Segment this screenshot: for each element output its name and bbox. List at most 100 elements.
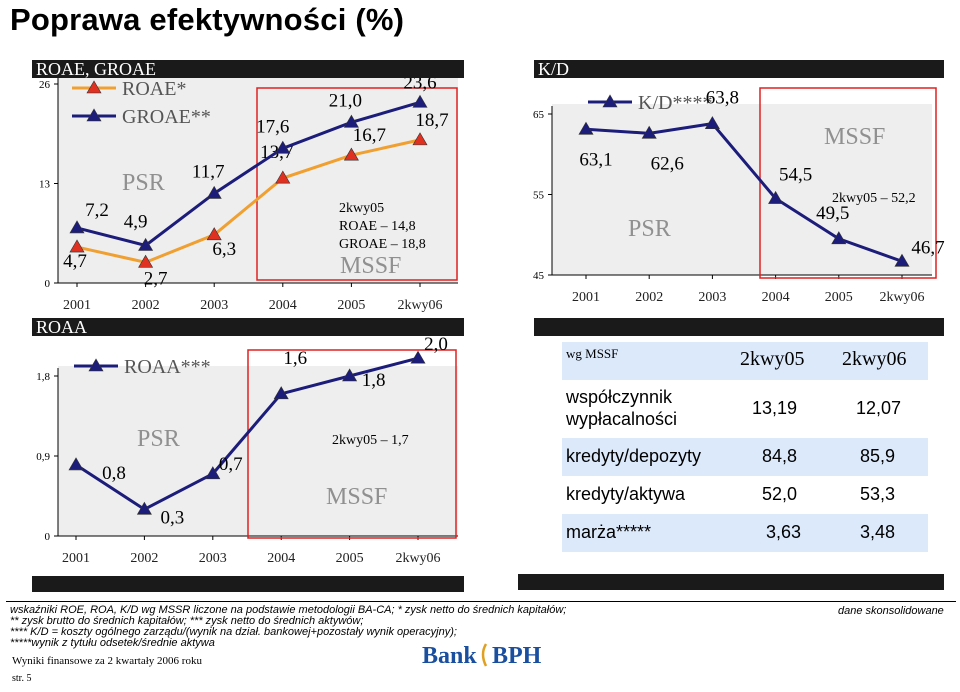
legend-marker [86,108,102,122]
mssf-label: MSSF [824,124,885,150]
data-point [206,227,222,241]
x-tick-label: 2005 [336,551,364,566]
series-line [585,122,903,263]
legend-marker [86,80,102,94]
data-label: 7,2 [85,200,109,221]
data-label: 1,8 [362,370,386,391]
svg-text:Bank: Bank [422,643,477,669]
table-cell: 53,3 [860,484,896,504]
x-tick-label: 2003 [199,551,227,566]
x-tick-label: 2004 [762,290,790,305]
roaa-header-text: ROAA [36,317,88,337]
x-tick-label: 2004 [267,551,295,566]
data-point [342,368,358,382]
data-label: 4,7 [63,251,87,272]
legend-marker [88,358,104,372]
x-tick-label: 2001 [63,298,91,313]
footnote: *****wynik z tytułu odsetek/średnie akty… [10,637,215,649]
y-tick-label: 13 [39,179,51,191]
data-point [69,220,85,234]
plot-background [58,366,458,536]
series-line [76,100,421,248]
data-label: 6,3 [212,239,236,260]
x-tick-label: 2kwy06 [395,551,440,566]
note-text: ROAE – 14,8 [339,219,416,234]
data-point [641,125,657,139]
data-point [894,253,910,267]
note-text: 2kwy05 – 52,2 [832,191,916,206]
roae-chart: 0 13 26 2001 2002 2003 2004 2005 2kwy06 PSR MSSF 2k… [39,78,458,313]
data-label: 4,9 [124,211,148,232]
data-label: 17,6 [256,116,289,137]
table-cell: 85,9 [860,446,896,466]
data-label: 1,6 [283,348,307,369]
legend-label: GROAE** [122,106,211,128]
data-label: 63,1 [579,149,612,170]
table-row-label: marża***** [566,522,652,542]
psr-label: PSR [122,170,165,196]
footnote: **** K/D = koszty ogólnego zarządu/(wyni… [10,626,457,638]
bank-bph-logo-graphic: Bank BPH [422,643,542,669]
table-cell: 3,63 [766,522,802,542]
x-tick-label: 2005 [825,290,853,305]
data-point [578,121,594,135]
psr-label: PSR [628,216,671,242]
data-point [138,254,154,268]
series-line [75,356,419,512]
roae-header-text: ROAE, GROAE [36,59,156,79]
data-label: 18,7 [415,110,448,131]
mssf-label: MSSF [340,253,401,279]
x-tick-label: 2002 [132,298,160,313]
table-row-label: kredyty/aktywa [566,484,686,504]
data-point [273,386,289,400]
table-cell: 13,19 [752,398,798,418]
y-tick-label: 65 [533,109,545,121]
x-tick-label: 2001 [62,551,90,566]
data-label: 49,5 [816,203,849,224]
table-row-label: kredyty/depozyty [566,446,702,466]
footnote: wskaźniki ROE, ROA, K/D wg MSSR liczone … [10,604,567,616]
legend-label: ROAA*** [124,356,211,378]
data-point [138,237,154,251]
data-label: 54,5 [779,165,812,186]
right-bottom-bar [518,574,944,590]
x-tick-label: 2004 [269,298,297,313]
mssf-label: MSSF [326,484,387,510]
data-label: 0,8 [102,463,126,484]
x-tick-label: 2002 [130,551,158,566]
table-col-2: 2kwy06 [842,348,907,370]
data-point [206,185,222,199]
report-title: Wyniki finansowe za 2 kwartały 2006 roku [12,655,202,667]
data-point [275,170,291,184]
table-header-bar [534,318,944,336]
svg-text:BPH: BPH [492,643,542,669]
data-point [69,239,85,253]
table-row: marża***** 3,63 3,48 [562,514,928,552]
table-cell: 12,07 [856,398,902,418]
data-label: 2,0 [424,336,448,355]
data-label: 2,7 [144,268,168,289]
y-tick-label: 0 [45,278,51,290]
data-point [343,147,359,161]
table-row: kredyty/aktywa 52,0 53,3 [562,476,928,514]
data-point [704,116,720,129]
page-title: Poprawa efektywności (%) [10,2,405,37]
roaa-chart: 0 0,9 1,8 2001 2002 2003 2004 2005 2kwy06 PSR MSSF… [36,336,458,566]
y-tick-label: 55 [533,190,545,202]
data-point [68,457,84,471]
table-row-label: współczynnik wypłacalności [566,387,678,429]
footnote: ** zysk brutto do średnich kapitałów; **… [10,615,364,627]
note-text: 2kwy05 [339,201,384,216]
data-label: 0,3 [161,507,185,528]
data-point [205,466,221,480]
mssf-highlight-box [247,349,457,539]
legend-label: ROAE* [122,78,186,100]
data-point [343,114,359,128]
y-tick-label: 26 [39,79,51,91]
left-bottom-bar [32,576,464,592]
table-cell: 3,48 [860,522,896,542]
kd-header-bar: K/D [534,60,944,78]
kd-chart: 45 55 65 2001 2002 2003 2004 2005 2kwy06 PSR MSSF 2… [533,87,945,305]
data-label: 0,7 [219,454,243,475]
data-point [410,350,426,364]
